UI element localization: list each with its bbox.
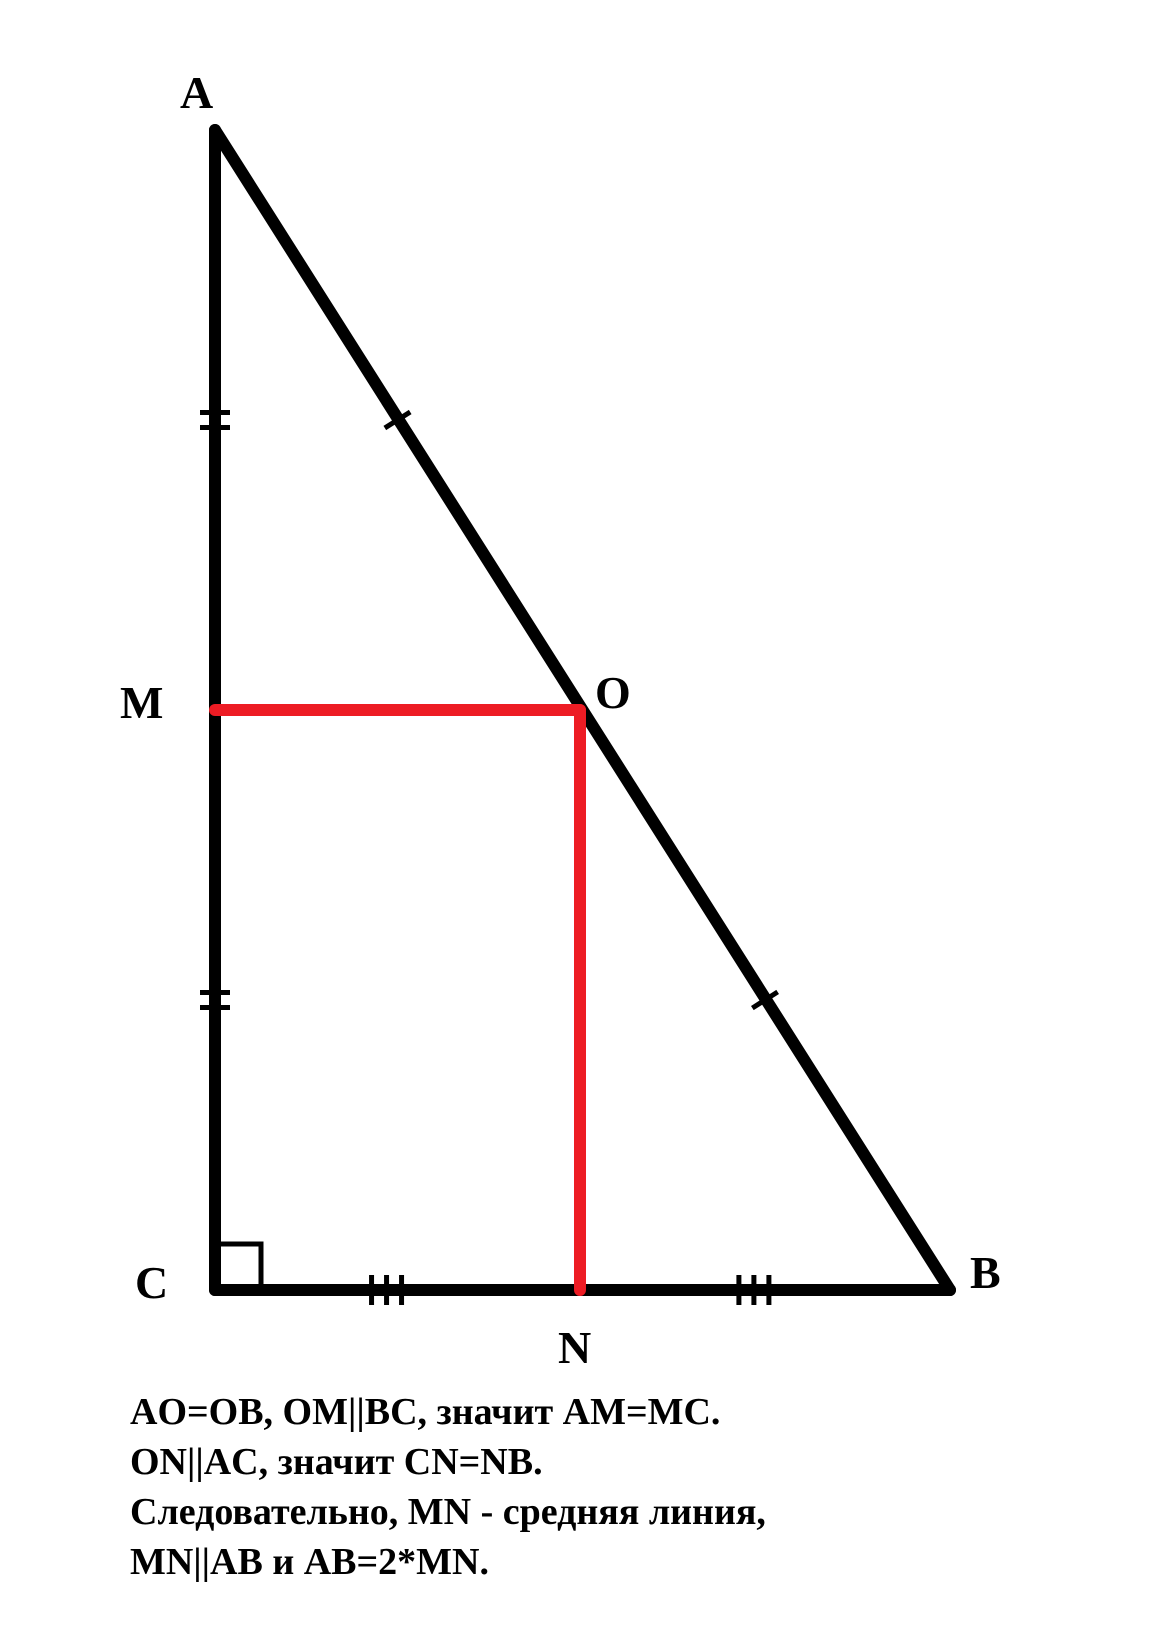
vertex-label-A: A: [180, 70, 213, 116]
vertex-label-N: N: [558, 1325, 591, 1371]
right-angle-marker: [221, 1244, 261, 1284]
vertex-label-C: C: [135, 1260, 168, 1306]
solution-line-4: MN||AB и AB=2*MN.: [130, 1540, 1030, 1584]
vertex-label-O: O: [595, 670, 631, 716]
solution-line-1: AO=OB, OM||BC, значит AM=MC.: [130, 1390, 1030, 1434]
vertex-label-M: M: [120, 680, 163, 726]
geometry-diagram: [0, 0, 1153, 1633]
solution-line-3: Следовательно, MN - средняя линия,: [130, 1490, 1030, 1534]
page-root: A B C M O N AO=OB, OM||BC, значит AM=MC. ON||A…: [0, 0, 1153, 1633]
solution-line-2: ON||AC, значит CN=NB.: [130, 1440, 1030, 1484]
vertex-label-B: B: [970, 1250, 1001, 1296]
solution-text: AO=OB, OM||BC, значит AM=MC. ON||AC, знач…: [130, 1390, 1030, 1590]
